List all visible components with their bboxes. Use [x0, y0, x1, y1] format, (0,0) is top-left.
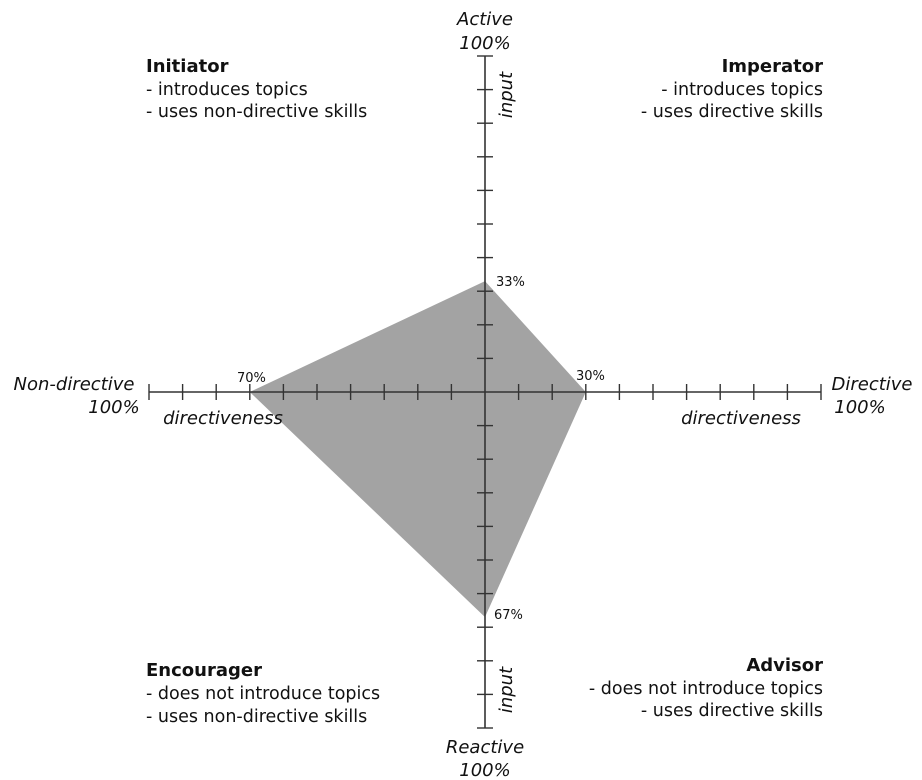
non-directive-end-value: 100%	[88, 397, 139, 418]
imperator-line-2: - uses directive skills	[641, 102, 823, 122]
initiator-line-1: - introduces topics	[146, 80, 308, 100]
left-axis-name: directiveness	[163, 408, 283, 429]
advisor-title: Advisor	[746, 655, 823, 676]
bottom-axis-name: input	[496, 666, 517, 713]
encourager-line-2: - uses non-directive skills	[146, 707, 367, 727]
right-axis-name: directiveness	[681, 408, 801, 429]
top-axis-name: input	[496, 71, 517, 118]
reactive-value-label: 67%	[494, 608, 523, 623]
active-end-value: 100%	[459, 33, 510, 54]
non-directive-end-label: Non-directive	[14, 374, 135, 395]
profile-region	[249, 281, 586, 618]
axis-ticks	[148, 55, 822, 729]
directive-value-label: 30%	[576, 369, 605, 384]
advisor-line-2: - uses directive skills	[641, 701, 823, 721]
encourager-line-1: - does not introduce topics	[146, 684, 380, 704]
imperator-line-1: - introduces topics	[661, 80, 823, 100]
imperator-title: Imperator	[722, 56, 824, 77]
non-directive-value-label: 70%	[237, 371, 266, 386]
reactive-end-label: Reactive	[446, 737, 524, 758]
directive-end-value: 100%	[834, 397, 885, 418]
encourager-title: Encourager	[146, 660, 262, 681]
initiator-title: Initiator	[146, 56, 229, 77]
initiator-line-2: - uses non-directive skills	[146, 102, 367, 122]
active-value-label: 33%	[496, 275, 525, 290]
active-end-label: Active	[456, 9, 513, 30]
reactive-end-value: 100%	[459, 760, 510, 780]
advisor-line-1: - does not introduce topics	[589, 679, 823, 699]
directive-end-label: Directive	[831, 374, 912, 395]
